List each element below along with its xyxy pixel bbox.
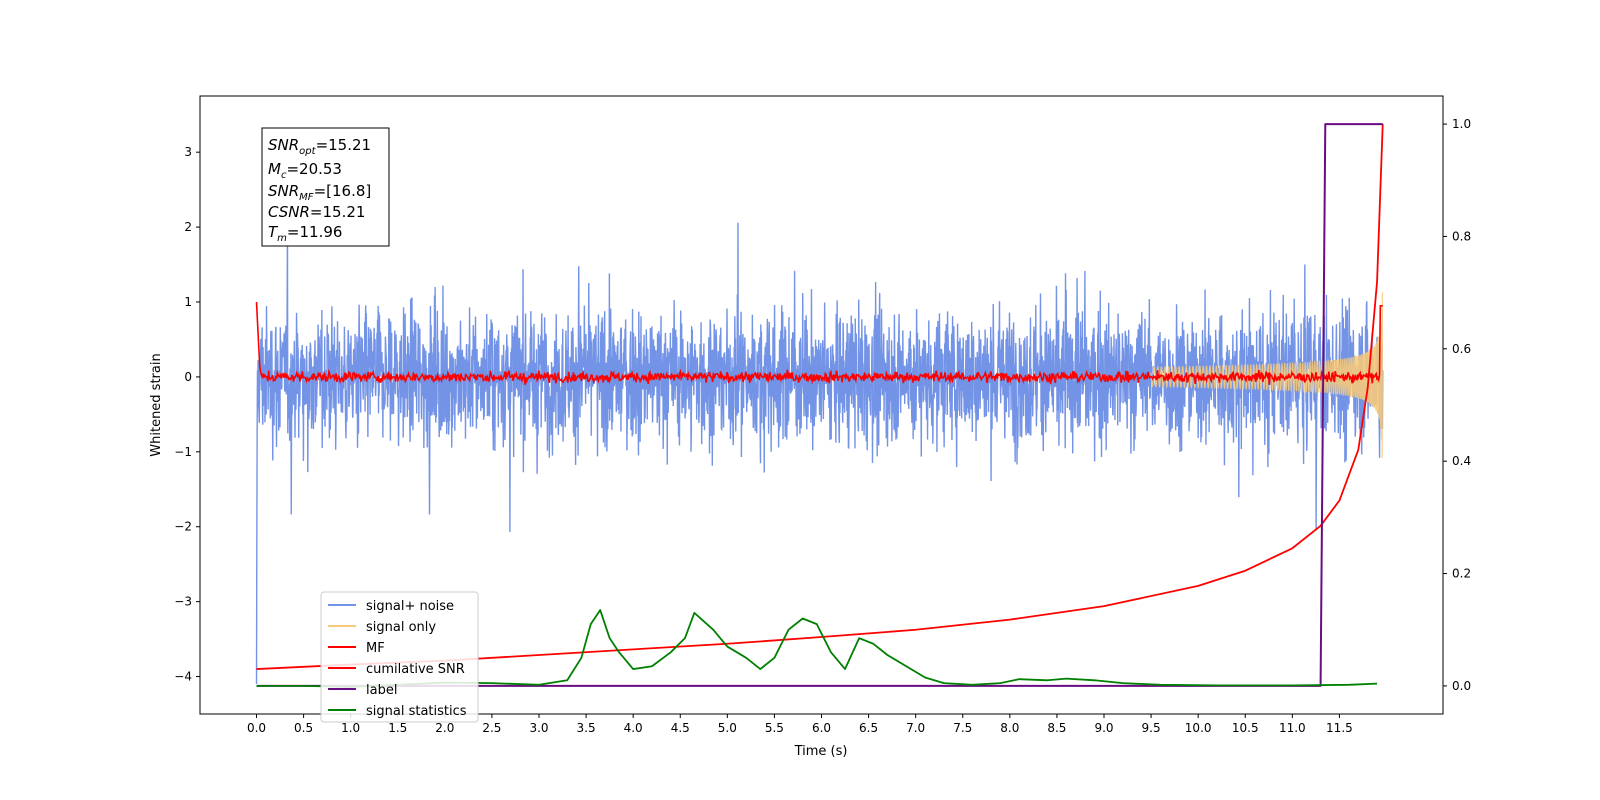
y-tick-label: −3 bbox=[174, 595, 192, 609]
x-tick-label: 8.0 bbox=[1000, 721, 1019, 735]
x-tick-label: 9.0 bbox=[1094, 721, 1113, 735]
y2-tick-label: 0.2 bbox=[1452, 567, 1471, 581]
y-tick-label: 3 bbox=[184, 145, 192, 159]
stats-snr-opt-value: =15.21 bbox=[316, 136, 372, 154]
y2-tick-label: 0.6 bbox=[1452, 342, 1471, 356]
x-tick-label: 2.5 bbox=[482, 721, 501, 735]
stats-snr-opt: SNRopt=15.21 bbox=[268, 136, 371, 157]
legend-label-cumulative-snr: cumilative SNR bbox=[366, 662, 465, 677]
x-tick-label: 4.5 bbox=[671, 721, 690, 735]
x-tick-label: 3.0 bbox=[529, 721, 548, 735]
y-tick-label: −2 bbox=[174, 520, 192, 534]
x-tick-label: 1.5 bbox=[388, 721, 407, 735]
series-label bbox=[256, 123, 1383, 687]
y2-tick-label: 0.4 bbox=[1452, 454, 1471, 468]
legend-frame bbox=[320, 591, 479, 723]
stats-tm-value: =11.96 bbox=[287, 223, 343, 241]
series-signal-noise bbox=[255, 222, 1384, 685]
x-tick-label: 5.5 bbox=[765, 721, 784, 735]
series-cumulative-snr bbox=[256, 124, 1384, 670]
x-axis-title: Time (s) bbox=[794, 744, 848, 759]
y-tick-label: −4 bbox=[174, 670, 192, 684]
stats-box: SNRopt=15.21 Mc=20.53 SNRMF=[16.8] CSNR=… bbox=[261, 127, 390, 247]
y2-tick-label: 0.0 bbox=[1452, 679, 1471, 693]
axes-layer: 0.0 0.5 1.0 1.5 2.0 2.5 3.0 3.5 4.0 4.5 5.0 5.5 6.0 6… bbox=[174, 117, 1471, 735]
x-tick-label: 10.5 bbox=[1232, 721, 1259, 735]
legend-label-signal-only: signal only bbox=[366, 620, 436, 635]
x-tick-label: 0.5 bbox=[294, 721, 313, 735]
series-signal-only bbox=[1150, 292, 1383, 459]
x-tick-label: 7.5 bbox=[953, 721, 972, 735]
x-tick-label: 9.5 bbox=[1142, 721, 1161, 735]
y-tick-label: 0 bbox=[184, 370, 192, 384]
stats-box-frame bbox=[261, 127, 390, 247]
stats-snr-mf: SNRMF=[16.8] bbox=[268, 182, 371, 203]
legend-label-mf: MF bbox=[366, 641, 385, 656]
y2-tick-label: 0.8 bbox=[1452, 229, 1471, 243]
y-axis-title: Whitened strain bbox=[149, 353, 164, 456]
stats-tm: Tm=11.96 bbox=[268, 223, 342, 244]
y-tick-label: 2 bbox=[184, 220, 192, 234]
y-tick-label: 1 bbox=[184, 295, 192, 309]
legend-label-label: label bbox=[366, 683, 397, 698]
series-signal-statistics bbox=[256, 609, 1378, 688]
x-tick-label: 11.5 bbox=[1326, 721, 1353, 735]
x-tick-label: 11.0 bbox=[1279, 721, 1306, 735]
stats-csnr: CSNR=15.21 bbox=[268, 203, 365, 221]
x-tick-label: 1.0 bbox=[341, 721, 360, 735]
stats-mc: Mc=20.53 bbox=[268, 160, 342, 181]
series-layer bbox=[255, 123, 1384, 688]
y2-tick-label: 1.0 bbox=[1452, 117, 1471, 131]
legend-label-signal-statistics: signal statistics bbox=[366, 704, 467, 719]
y-tick-label: −1 bbox=[174, 445, 192, 459]
x-tick-label: 2.0 bbox=[435, 721, 454, 735]
x-tick-label: 6.5 bbox=[859, 721, 878, 735]
x-tick-label: 6.0 bbox=[812, 721, 831, 735]
x-tick-label: 8.5 bbox=[1047, 721, 1066, 735]
x-tick-label: 3.5 bbox=[577, 721, 596, 735]
x-tick-label: 10.0 bbox=[1185, 721, 1212, 735]
x-tick-label: 4.0 bbox=[624, 721, 643, 735]
legend: signal+ noise signal only MF cumilative … bbox=[320, 591, 479, 723]
stats-csnr-value: =15.21 bbox=[310, 203, 366, 221]
legend-label-signal-noise: signal+ noise bbox=[366, 599, 454, 614]
x-tick-label: 0.0 bbox=[247, 721, 266, 735]
series-mf bbox=[255, 301, 1383, 385]
x-tick-label: 5.0 bbox=[718, 721, 737, 735]
stats-snr-mf-value: =[16.8] bbox=[314, 182, 372, 200]
stats-mc-value: =20.53 bbox=[286, 160, 342, 178]
x-tick-label: 7.0 bbox=[906, 721, 925, 735]
